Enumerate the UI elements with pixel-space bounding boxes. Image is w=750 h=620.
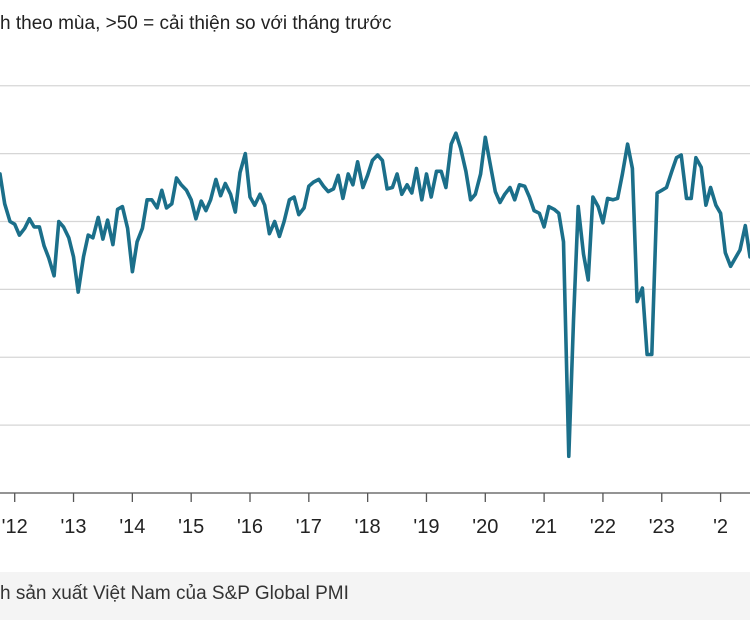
x-tick-label: '2 xyxy=(713,516,728,538)
chart-subtitle: h theo mùa, >50 = cải thiện so với tháng… xyxy=(0,13,392,34)
x-tick-label: '22 xyxy=(590,516,616,538)
x-tick-label: '21 xyxy=(531,516,557,538)
x-tick-label: '19 xyxy=(413,516,439,538)
x-tick-label: '18 xyxy=(355,516,381,538)
series-line-pmi xyxy=(0,131,750,459)
x-tick-label: '23 xyxy=(649,516,675,538)
gridlines xyxy=(0,85,750,426)
x-tick-label: '17 xyxy=(296,516,322,538)
source-text: h sản xuất Việt Nam của S&P Global PMI xyxy=(0,583,349,604)
x-tick-label: '13 xyxy=(60,516,86,538)
x-axis: '12 '13 '14 '15 '16 '17 '18 '19 '20 '21 '22 '23 '2 xyxy=(0,492,750,538)
source-footer: h sản xuất Việt Nam của S&P Global PMI xyxy=(0,572,750,620)
x-tick-label: '20 xyxy=(472,516,498,538)
x-tick-label: '15 xyxy=(178,516,204,538)
pmi-line-chart: '12 '13 '14 '15 '16 '17 '18 '19 '20 '21 '22 '23 '2 xyxy=(0,85,750,538)
series-layer xyxy=(0,131,750,459)
x-tick-label: '12 xyxy=(2,516,28,538)
x-tick-label: '16 xyxy=(237,516,263,538)
x-tick-label: '14 xyxy=(119,516,145,538)
